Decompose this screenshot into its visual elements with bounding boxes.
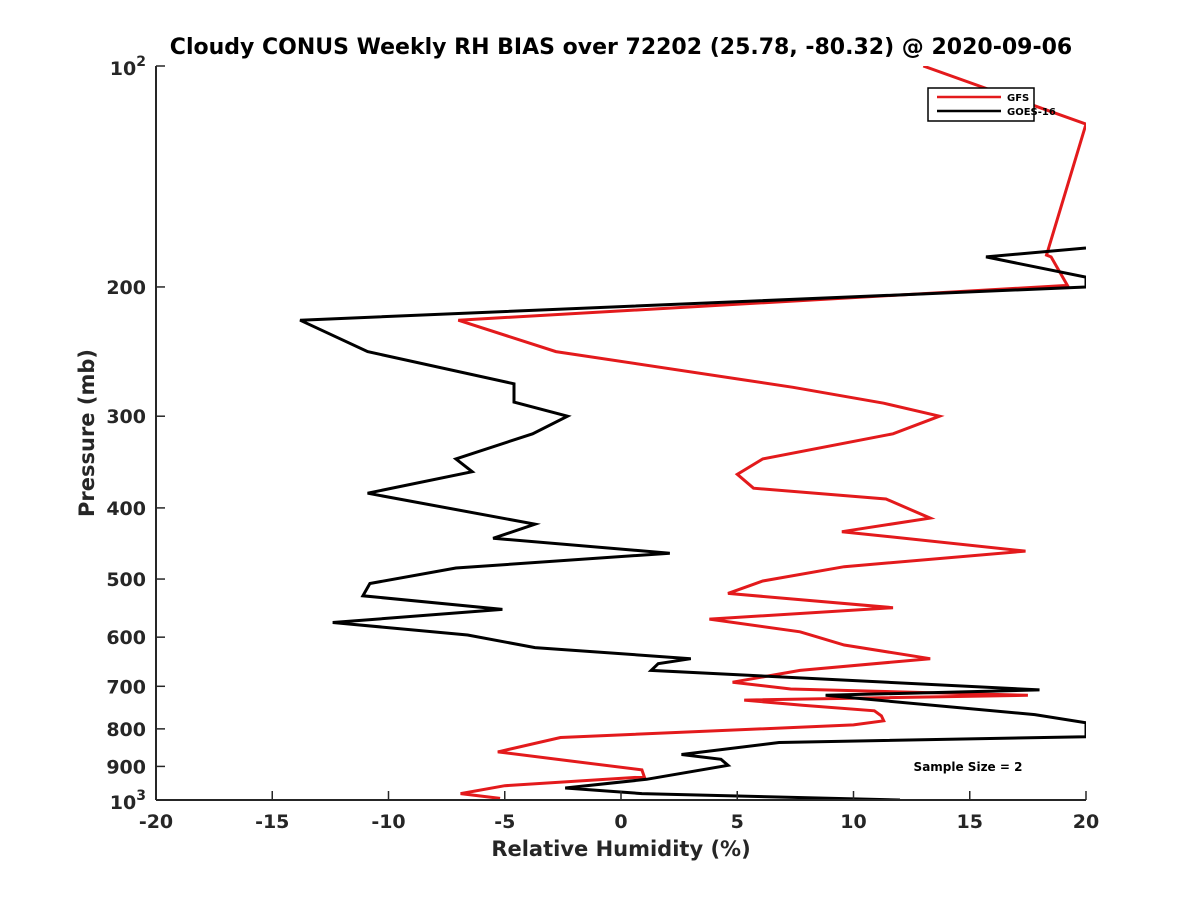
x-tick-label: -5 (494, 811, 515, 833)
y-tick-label: 900 (106, 756, 146, 778)
y-tick-label: 700 (106, 676, 146, 698)
series-line-gfs (457, 66, 1086, 800)
y-tick-label: 102 (110, 54, 146, 80)
chart-title: Cloudy CONUS Weekly RH BIAS over 72202 (… (170, 35, 1072, 60)
y-tick-label: 800 (106, 719, 146, 741)
y-tick-label: 200 (106, 277, 146, 299)
x-tick-label: 20 (1073, 811, 1099, 833)
legend-label-goes16: GOES-16 (1007, 107, 1056, 118)
y-tick-label: 500 (106, 569, 146, 591)
legend: GFS GOES-16 (927, 87, 1056, 122)
x-tick-label: -10 (371, 811, 405, 833)
y-tick-label: 400 (106, 498, 146, 520)
legend-box (927, 87, 1035, 122)
x-tick-label: -20 (139, 811, 173, 833)
y-tick-label: 103 (110, 788, 146, 814)
x-tick-label: 5 (731, 811, 744, 833)
series-line-goes16 (299, 246, 1086, 800)
y-axis-label: Pressure (mb) (75, 349, 99, 517)
sample-size-annotation: Sample Size = 2 (914, 760, 1023, 774)
y-tick-label: 300 (106, 406, 146, 428)
x-tick-label: -15 (255, 811, 289, 833)
x-tick-label: 0 (614, 811, 627, 833)
x-tick-label: 10 (840, 811, 866, 833)
x-tick-label: 15 (957, 811, 983, 833)
x-axis-label: Relative Humidity (%) (491, 837, 750, 861)
legend-label-gfs: GFS (1007, 93, 1029, 104)
y-tick-label: 600 (106, 627, 146, 649)
